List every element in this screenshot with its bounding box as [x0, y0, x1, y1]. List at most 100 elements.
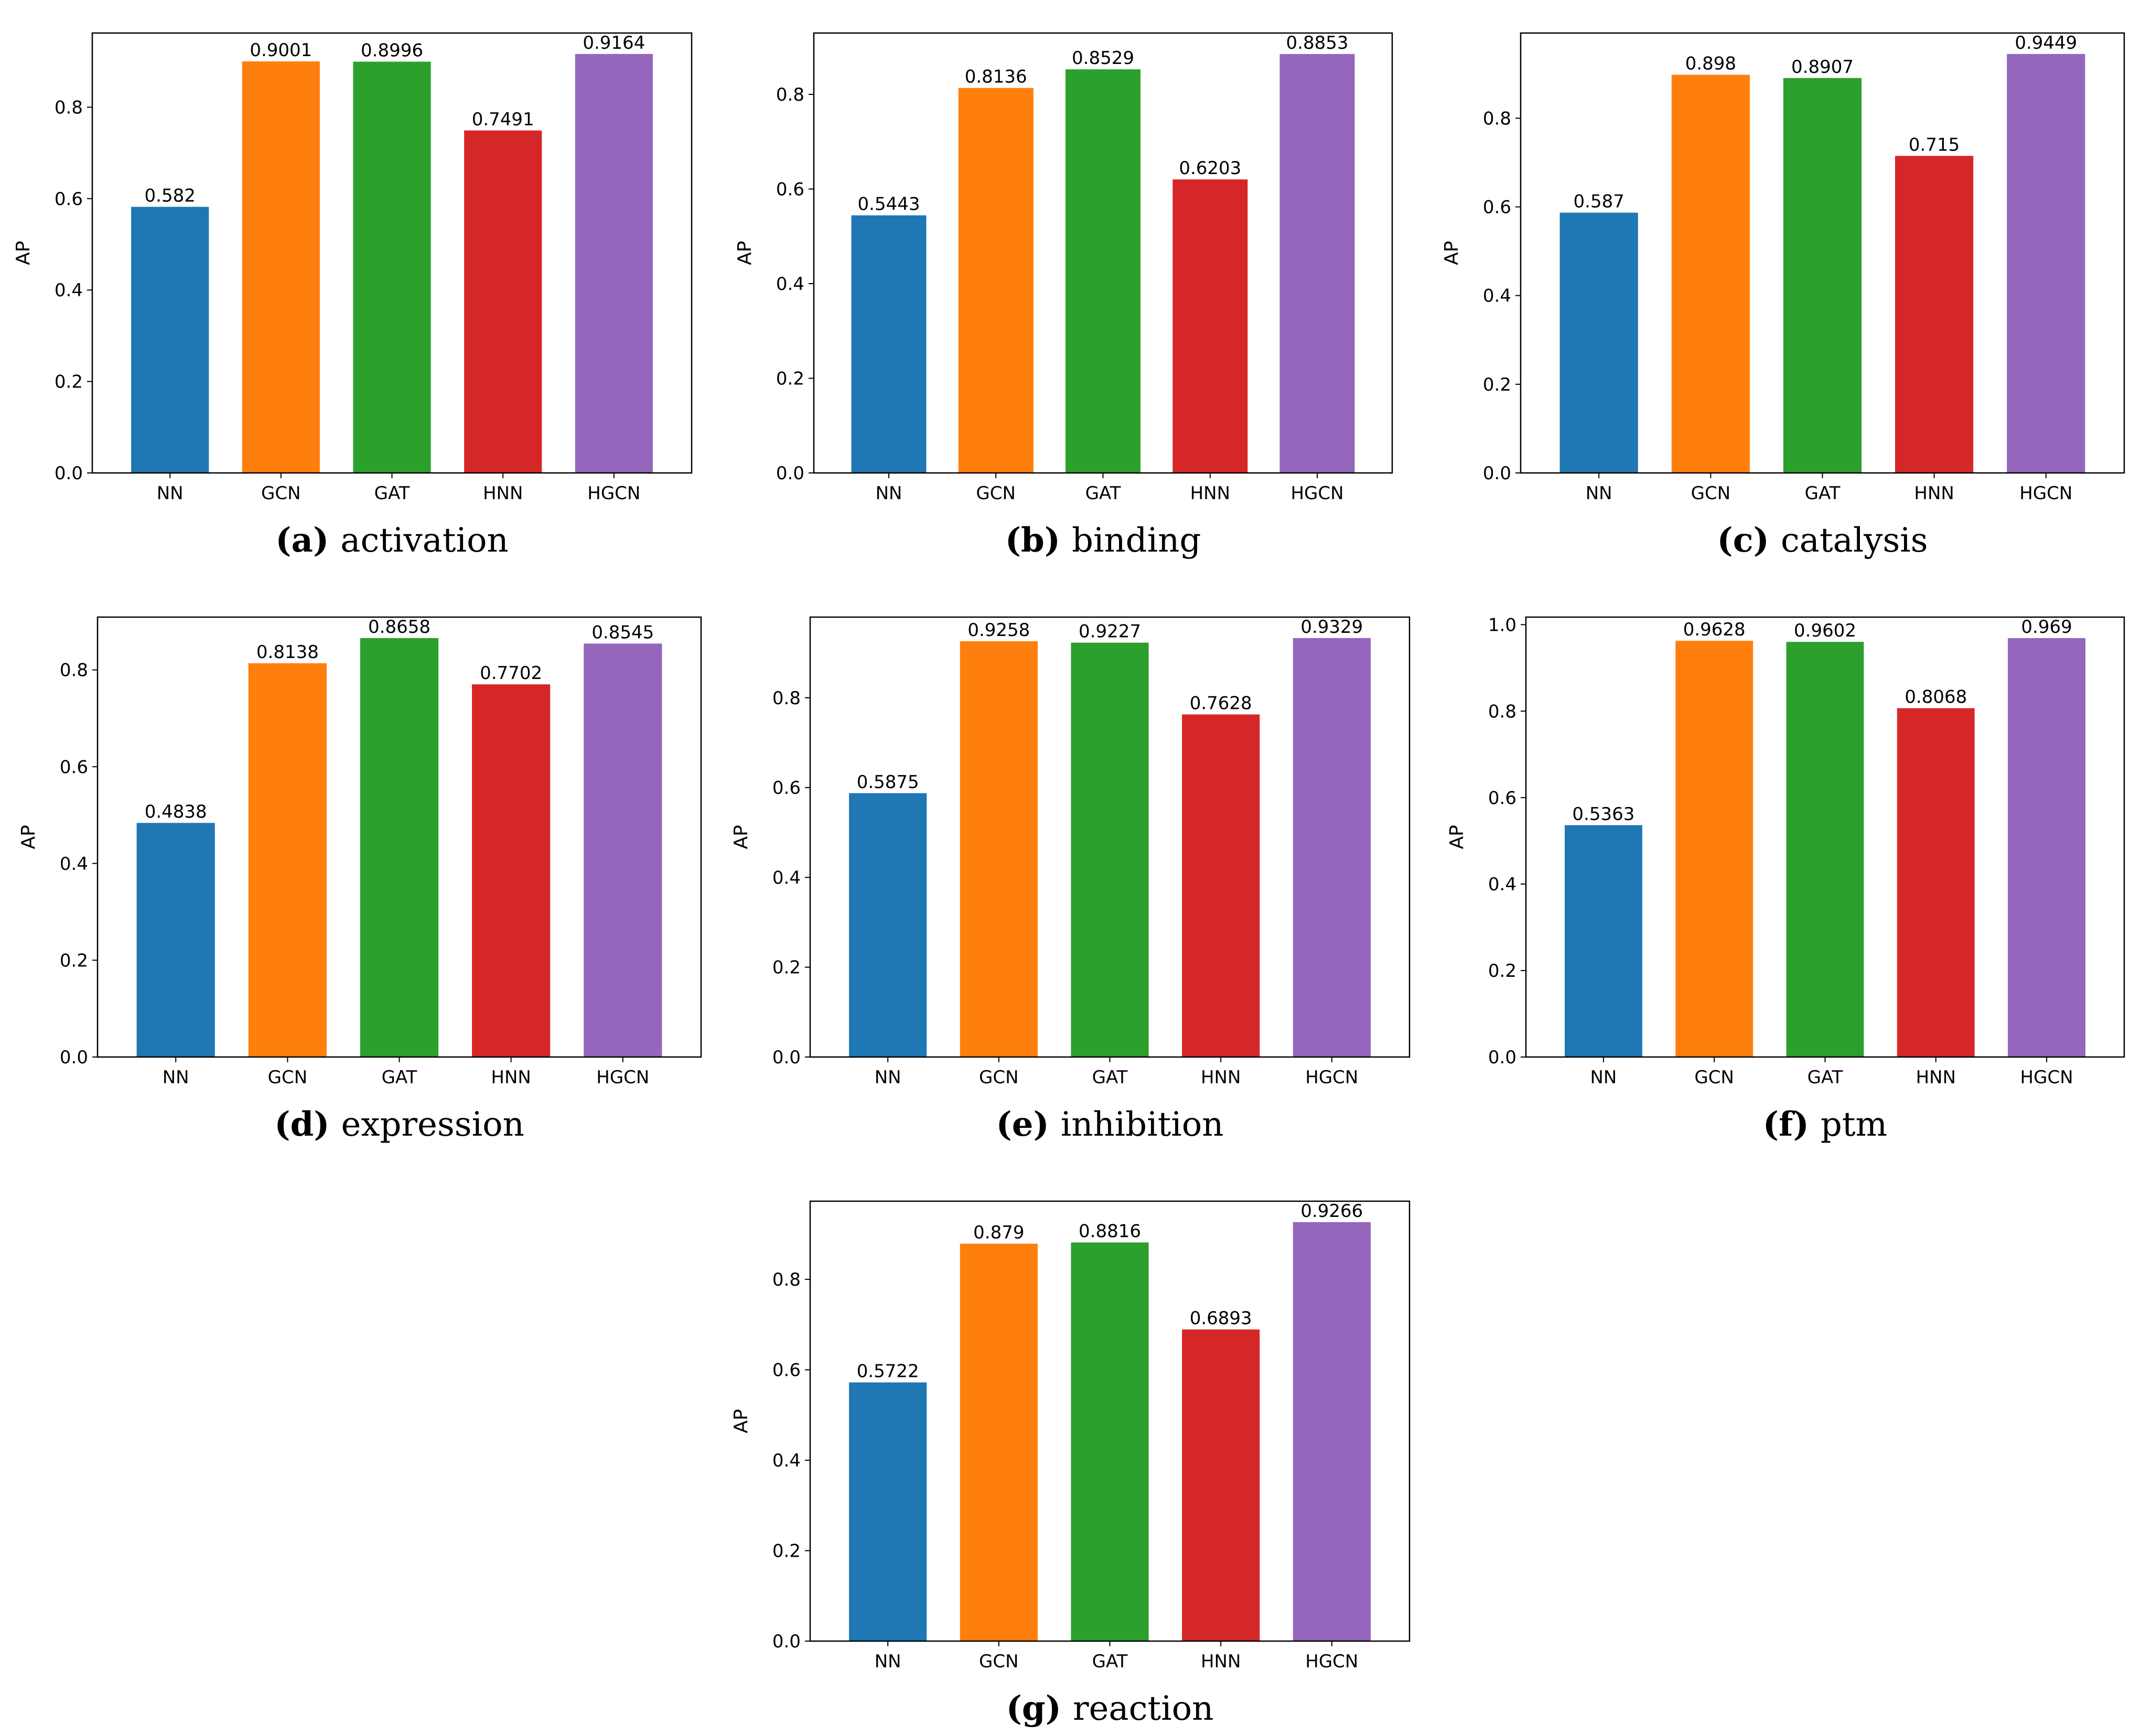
- x-tick-label: NN: [1590, 1067, 1617, 1088]
- y-tick-label: 0.4: [60, 854, 88, 875]
- bar-nn: [851, 215, 927, 473]
- chart-panel: 0.5722 NN 0.879 GCN 0.8816 GAT 0.6893 HNN 0.9266…: [730, 1200, 1411, 1728]
- bar-hgcn: [575, 53, 653, 473]
- y-tick-label: 0.2: [60, 950, 88, 971]
- panel-caption: (a) activation: [275, 521, 508, 560]
- axes-frame: [809, 1200, 1411, 1642]
- x-tick-label: NN: [876, 483, 902, 504]
- x-tick-label: NN: [875, 1651, 901, 1672]
- y-tick-label: 0.4: [55, 280, 83, 301]
- y-axis-label: AP: [734, 241, 756, 265]
- chart-panel: 0.5363 NN 0.9628 GCN 0.9602 GAT 0.8068 HNN 0.969…: [1446, 614, 2125, 1144]
- y-tick-label: 0.4: [1488, 874, 1516, 895]
- x-tick-label: HGCN: [1290, 483, 1343, 504]
- bar-value-label: 0.6893: [1190, 1308, 1252, 1329]
- y-tick-label: 0.4: [776, 274, 804, 295]
- panel-caption: (c) catalysis: [1717, 521, 1928, 560]
- panel-caption: (e) inhibition: [996, 1105, 1223, 1144]
- bar-value-label: 0.9266: [1300, 1201, 1363, 1222]
- y-tick-label: 0.8: [1483, 109, 1511, 130]
- chart-panel: 0.5875 NN 0.9258 GCN 0.9227 GAT 0.7628 HNN 0.932…: [730, 616, 1411, 1144]
- panel-caption-text: binding: [1072, 521, 1201, 560]
- panel-caption: (g) reaction: [1006, 1689, 1214, 1728]
- bar-gcn: [242, 61, 320, 473]
- chart-panel: 0.582 NN 0.9001 GCN 0.8996 GAT 0.7491 HNN 0.9164…: [13, 32, 693, 560]
- bar-value-label: 0.8068: [1904, 687, 1967, 708]
- bar-hgcn: [584, 643, 662, 1057]
- y-tick-label: 0.8: [1488, 701, 1516, 722]
- bar-nn: [136, 823, 215, 1057]
- panel-caption-text: ptm: [1821, 1105, 1887, 1144]
- x-tick-label: NN: [875, 1067, 901, 1088]
- x-tick-label: NN: [157, 483, 184, 504]
- x-tick-label: GAT: [1807, 1067, 1843, 1088]
- bar-nn: [849, 1382, 927, 1641]
- panel-caption-text: expression: [341, 1105, 524, 1144]
- y-tick-label: 0.8: [60, 660, 88, 681]
- x-tick-label: NN: [1586, 483, 1612, 504]
- y-tick-label: 0.0: [772, 1631, 801, 1652]
- y-axis-label: AP: [13, 241, 34, 265]
- y-tick-label: 0.2: [1483, 374, 1511, 395]
- bar-value-label: 0.8658: [368, 617, 431, 638]
- bar-gcn: [960, 641, 1038, 1057]
- axes-frame: [813, 32, 1393, 474]
- y-tick-label: 0.8: [772, 688, 801, 709]
- bar-value-label: 0.5443: [858, 194, 920, 215]
- bar-value-label: 0.8996: [361, 40, 423, 61]
- bar-value-label: 0.587: [1574, 191, 1624, 212]
- y-tick-label: 0.6: [55, 189, 83, 210]
- bar-value-label: 0.6203: [1179, 158, 1241, 179]
- x-tick-label: GAT: [1092, 1651, 1128, 1672]
- bar-gat: [1783, 78, 1862, 473]
- y-tick-label: 0.8: [772, 1269, 801, 1290]
- bar-hnn: [1895, 156, 1974, 473]
- y-tick-label: 0.0: [60, 1047, 88, 1068]
- bar-hgcn: [1279, 54, 1355, 473]
- bar-value-label: 0.9164: [583, 33, 645, 53]
- x-tick-label: HGCN: [2020, 1067, 2073, 1088]
- x-tick-label: NN: [163, 1067, 189, 1088]
- x-tick-label: GAT: [374, 483, 410, 504]
- bar-value-label: 0.5363: [1572, 804, 1634, 825]
- panel-letter: (d): [274, 1105, 329, 1144]
- panel-caption-text: activation: [340, 521, 508, 560]
- y-tick-label: 0.6: [1488, 788, 1516, 808]
- bar-value-label: 0.9258: [967, 620, 1030, 641]
- y-tick-label: 0.6: [772, 778, 801, 799]
- panel-letter: (f): [1763, 1105, 1809, 1144]
- bar-value-label: 0.9227: [1079, 621, 1141, 642]
- bar-value-label: 0.8136: [965, 67, 1027, 88]
- bar-value-label: 0.9628: [1683, 619, 1746, 640]
- bar-gat: [360, 638, 439, 1057]
- y-tick-label: 0.8: [55, 97, 83, 118]
- panel-caption: (d) expression: [274, 1105, 524, 1144]
- x-tick-label: HNN: [1914, 483, 1954, 504]
- panel-letter: (g): [1006, 1689, 1061, 1728]
- panel-letter: (e): [996, 1105, 1049, 1144]
- x-tick-label: GCN: [976, 483, 1016, 504]
- bar-gat: [1786, 642, 1864, 1057]
- x-tick-label: GCN: [979, 1651, 1019, 1672]
- x-tick-label: GCN: [261, 483, 301, 504]
- axes-frame: [91, 32, 693, 474]
- bar-value-label: 0.715: [1909, 134, 1960, 155]
- axes-frame: [809, 616, 1411, 1058]
- bar-gat: [353, 61, 431, 473]
- x-tick-label: GAT: [1805, 483, 1841, 504]
- y-tick-label: 0.4: [772, 1450, 801, 1471]
- y-axis-label: AP: [730, 1409, 752, 1433]
- bar-hnn: [1182, 714, 1260, 1057]
- y-tick-label: 0.2: [772, 1541, 801, 1562]
- panel-letter: (a): [275, 521, 329, 560]
- chart-panel: 0.4838 NN 0.8138 GCN 0.8658 GAT 0.7702 HNN 0.854…: [18, 616, 702, 1144]
- bar-value-label: 0.9449: [2015, 33, 2077, 53]
- panel-caption-text: catalysis: [1781, 521, 1928, 560]
- bar-value-label: 0.9001: [250, 40, 312, 61]
- y-axis-label: AP: [1446, 825, 1468, 849]
- y-tick-label: 0.0: [772, 1047, 801, 1068]
- bar-value-label: 0.8907: [1791, 57, 1854, 78]
- panel-letter: (b): [1005, 521, 1060, 560]
- bar-hgcn: [2007, 53, 2085, 473]
- bar-hgcn: [1293, 1222, 1371, 1641]
